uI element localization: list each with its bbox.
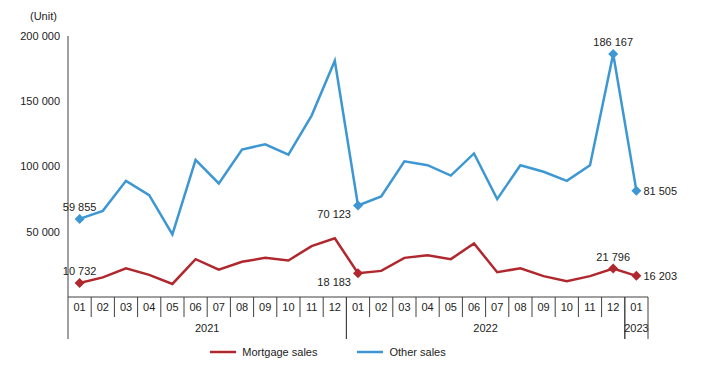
svg-text:12: 12 <box>607 301 619 313</box>
html-text:Mortgage sales: Mortgage sales <box>242 346 318 358</box>
svg-text:05: 05 <box>445 301 457 313</box>
svg-text:200 000: 200 000 <box>20 30 60 42</box>
svg-text:08: 08 <box>236 301 248 313</box>
svg-text:18 183: 18 183 <box>317 276 351 288</box>
svg-text:07: 07 <box>213 301 225 313</box>
svg-text:2021: 2021 <box>195 322 219 334</box>
svg-text:12: 12 <box>329 301 341 313</box>
svg-text:03: 03 <box>398 301 410 313</box>
svg-text:02: 02 <box>375 301 387 313</box>
svg-text:11: 11 <box>306 301 317 313</box>
svg-text:01: 01 <box>73 301 85 313</box>
svg-text:21 796: 21 796 <box>596 251 630 263</box>
svg-text:09: 09 <box>259 301 271 313</box>
svg-text:150 000: 150 000 <box>20 95 60 107</box>
svg-text:07: 07 <box>491 301 503 313</box>
svg-text:01: 01 <box>630 301 642 313</box>
svg-text:186 167: 186 167 <box>593 36 633 48</box>
svg-text:01: 01 <box>352 301 364 313</box>
svg-text:2023: 2023 <box>624 322 648 334</box>
svg-text:05: 05 <box>166 301 178 313</box>
html-text:(Unit): (Unit) <box>30 10 57 22</box>
svg-text:06: 06 <box>468 301 480 313</box>
svg-text:10: 10 <box>561 301 573 313</box>
svg-text:02: 02 <box>97 301 109 313</box>
svg-text:09: 09 <box>537 301 549 313</box>
svg-text:2022: 2022 <box>473 322 497 334</box>
svg-text:11: 11 <box>584 301 595 313</box>
svg-text:50 000: 50 000 <box>26 226 60 238</box>
svg-text:06: 06 <box>189 301 201 313</box>
svg-text:10 732: 10 732 <box>63 265 97 277</box>
svg-text:100 000: 100 000 <box>20 160 60 172</box>
svg-text:04: 04 <box>143 301 155 313</box>
svg-text:03: 03 <box>120 301 132 313</box>
svg-text:10: 10 <box>282 301 294 313</box>
svg-text:16 203: 16 203 <box>643 270 677 282</box>
svg-text:70 123: 70 123 <box>317 208 351 220</box>
svg-text:59 855: 59 855 <box>63 201 97 213</box>
svg-text:81 505: 81 505 <box>643 185 677 197</box>
svg-text:08: 08 <box>514 301 526 313</box>
html-text:Other sales: Other sales <box>389 346 446 358</box>
svg-text:04: 04 <box>421 301 433 313</box>
